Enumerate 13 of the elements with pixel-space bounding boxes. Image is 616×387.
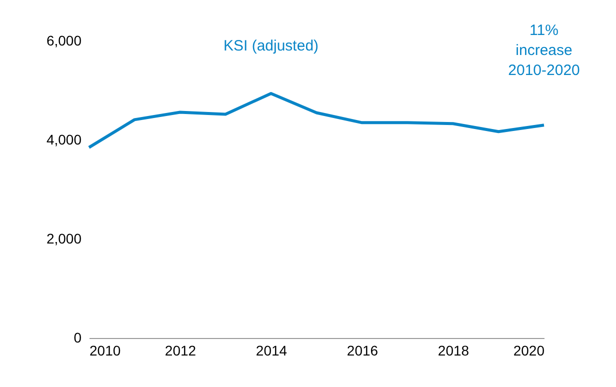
- x-tick-label: 2012: [164, 342, 196, 358]
- y-tick-label: 2,000: [46, 230, 82, 246]
- text: KSI (adjusted): [223, 37, 319, 54]
- y-tick-label: 6,000: [46, 32, 82, 48]
- x-tick-label: 2018: [438, 342, 470, 358]
- y-tick-label: 0: [74, 330, 82, 346]
- y-tick-label: 4,000: [46, 132, 82, 148]
- x-tick-label: 2016: [346, 342, 378, 358]
- x-tick-label: 2010: [90, 342, 121, 358]
- line-series: [88, 92, 546, 149]
- x-tick-label: 2014: [256, 342, 288, 358]
- x-tick-label: 2020: [513, 342, 545, 358]
- annotation: 11% increase 2010-2020: [508, 22, 580, 79]
